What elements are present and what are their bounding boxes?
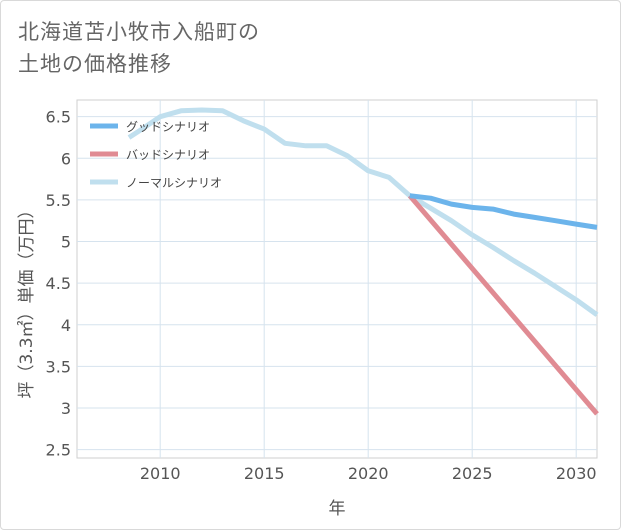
- chart-title: 北海道苫小牧市入船町の 土地の価格推移: [18, 16, 438, 80]
- title-line-1: 北海道苫小牧市入船町の: [18, 20, 260, 44]
- y-tick-label: 6: [61, 149, 71, 168]
- y-tick-label: 5.5: [46, 191, 71, 210]
- legend-label: グッドシナリオ: [126, 120, 210, 134]
- y-tick-label: 2.5: [46, 441, 71, 460]
- y-tick-label: 6.5: [46, 108, 71, 127]
- y-tick-label: 4.5: [46, 274, 71, 293]
- title-line-2: 土地の価格推移: [18, 52, 172, 76]
- legend-label: ノーマルシナリオ: [126, 176, 222, 190]
- x-tick-label: 2020: [348, 464, 389, 483]
- series-lines: [127, 107, 599, 416]
- x-tick-label: 2030: [556, 464, 597, 483]
- series-line-1: [407, 194, 599, 416]
- y-tick-label: 4: [61, 316, 71, 335]
- series-line-2: [127, 107, 599, 317]
- tick-labels: 2.5 3 3.5 4 4.5 5 5.5 6 6.5 2010 2015 2020 2025 2030: [46, 108, 597, 483]
- plot-area: [76, 99, 598, 459]
- y-tick-label: 3: [61, 399, 71, 418]
- x-tick-label: 2010: [140, 464, 181, 483]
- y-axis-label: 坪（3.3㎡）単価（万円）: [17, 201, 37, 398]
- x-tick-label: 2015: [244, 464, 285, 483]
- series-line-0: [409, 193, 598, 230]
- x-axis-label: 年: [329, 499, 346, 519]
- y-tick-label: 5: [61, 233, 71, 252]
- y-tick-label: 3.5: [46, 357, 71, 376]
- x-tick-label: 2025: [452, 464, 493, 483]
- legend-label: バッドシナリオ: [126, 148, 210, 162]
